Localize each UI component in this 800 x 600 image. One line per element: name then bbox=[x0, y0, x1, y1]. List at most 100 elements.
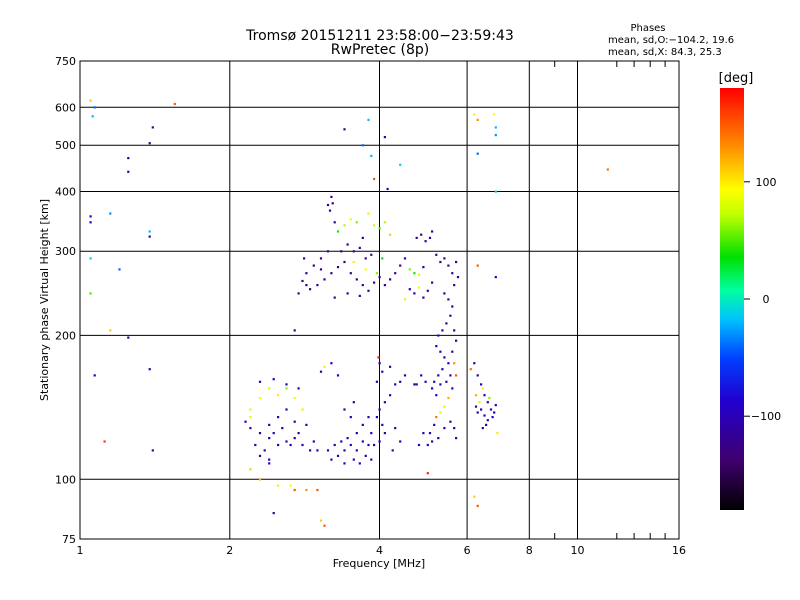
data-point bbox=[352, 260, 355, 264]
data-point bbox=[349, 218, 352, 221]
data-point bbox=[476, 152, 479, 155]
data-point bbox=[439, 411, 442, 414]
data-point bbox=[326, 250, 330, 253]
data-point bbox=[486, 401, 489, 404]
data-point bbox=[316, 488, 319, 492]
data-point bbox=[293, 329, 296, 332]
data-point bbox=[343, 408, 346, 411]
data-point bbox=[426, 289, 429, 292]
data-point bbox=[443, 356, 446, 359]
data-point bbox=[381, 370, 384, 373]
data-point bbox=[319, 370, 323, 373]
data-point bbox=[399, 440, 402, 443]
data-point bbox=[297, 432, 300, 435]
data-point bbox=[403, 374, 407, 377]
data-point bbox=[330, 362, 333, 365]
data-point bbox=[481, 387, 484, 390]
data-point bbox=[249, 408, 252, 411]
data-point bbox=[148, 235, 151, 238]
chart-title-line2: RwPretec (8p) bbox=[331, 42, 429, 58]
data-point bbox=[373, 443, 376, 447]
data-point bbox=[151, 126, 154, 129]
data-point bbox=[441, 329, 444, 332]
data-point bbox=[358, 294, 361, 297]
data-point bbox=[373, 224, 376, 227]
data-point bbox=[375, 380, 378, 383]
data-point bbox=[249, 416, 252, 419]
data-point bbox=[453, 362, 456, 365]
x-axis-label: Frequency [MHz] bbox=[333, 557, 425, 570]
data-point bbox=[293, 437, 296, 440]
data-point bbox=[343, 260, 346, 264]
data-point bbox=[323, 365, 326, 368]
data-point bbox=[277, 443, 280, 447]
data-point bbox=[326, 203, 330, 207]
data-point bbox=[343, 462, 346, 465]
grid-lines bbox=[80, 61, 679, 539]
data-point bbox=[433, 380, 436, 383]
data-point bbox=[367, 212, 370, 215]
data-point bbox=[455, 339, 458, 342]
data-point bbox=[403, 257, 407, 260]
data-point bbox=[391, 449, 394, 452]
data-point bbox=[420, 233, 423, 236]
data-point bbox=[355, 221, 358, 224]
data-point bbox=[443, 405, 446, 408]
data-point bbox=[285, 387, 288, 390]
data-point bbox=[435, 345, 438, 348]
data-point bbox=[373, 281, 376, 284]
data-point bbox=[424, 380, 427, 383]
colorbar-tick-label: −100 bbox=[751, 410, 781, 423]
data-point bbox=[336, 230, 340, 233]
data-point bbox=[453, 329, 456, 332]
data-point bbox=[268, 387, 271, 390]
data-point bbox=[258, 432, 262, 435]
data-point bbox=[268, 437, 271, 440]
data-point bbox=[437, 334, 440, 337]
data-point bbox=[441, 368, 444, 371]
y-tick-label: 75 bbox=[62, 533, 76, 546]
data-point bbox=[281, 427, 284, 430]
data-point bbox=[355, 449, 358, 452]
x-tick-label: 10 bbox=[571, 544, 585, 557]
data-point bbox=[367, 443, 370, 447]
colorbar-label: [deg] bbox=[719, 71, 754, 86]
data-point bbox=[370, 432, 373, 435]
data-point bbox=[277, 484, 280, 487]
data-point bbox=[476, 118, 479, 121]
data-point bbox=[426, 472, 429, 475]
data-point bbox=[449, 374, 452, 377]
data-point bbox=[451, 305, 454, 308]
data-point bbox=[333, 221, 336, 224]
data-point bbox=[431, 281, 434, 284]
data-point bbox=[476, 374, 479, 377]
data-point bbox=[370, 458, 373, 461]
data-point bbox=[268, 423, 271, 426]
data-point bbox=[455, 260, 458, 264]
data-point bbox=[493, 113, 496, 116]
data-point bbox=[89, 221, 92, 224]
data-point bbox=[309, 449, 312, 452]
data-point bbox=[244, 420, 247, 423]
data-point bbox=[361, 423, 364, 426]
y-tick-label: 750 bbox=[55, 55, 76, 68]
y-tick-label: 400 bbox=[55, 186, 76, 199]
data-point bbox=[285, 408, 288, 411]
data-point bbox=[340, 250, 343, 253]
data-point bbox=[333, 443, 336, 447]
data-point bbox=[268, 462, 271, 465]
data-point bbox=[272, 378, 275, 381]
data-points bbox=[89, 99, 609, 527]
data-point bbox=[473, 113, 476, 116]
data-point bbox=[364, 454, 367, 457]
data-point bbox=[258, 454, 262, 457]
x-tick-label: 6 bbox=[464, 544, 471, 557]
data-point bbox=[93, 374, 96, 377]
data-point bbox=[272, 432, 275, 435]
data-point bbox=[378, 362, 381, 365]
data-point bbox=[319, 519, 323, 522]
data-point bbox=[445, 322, 448, 325]
data-point bbox=[173, 102, 176, 106]
data-point bbox=[473, 495, 476, 498]
